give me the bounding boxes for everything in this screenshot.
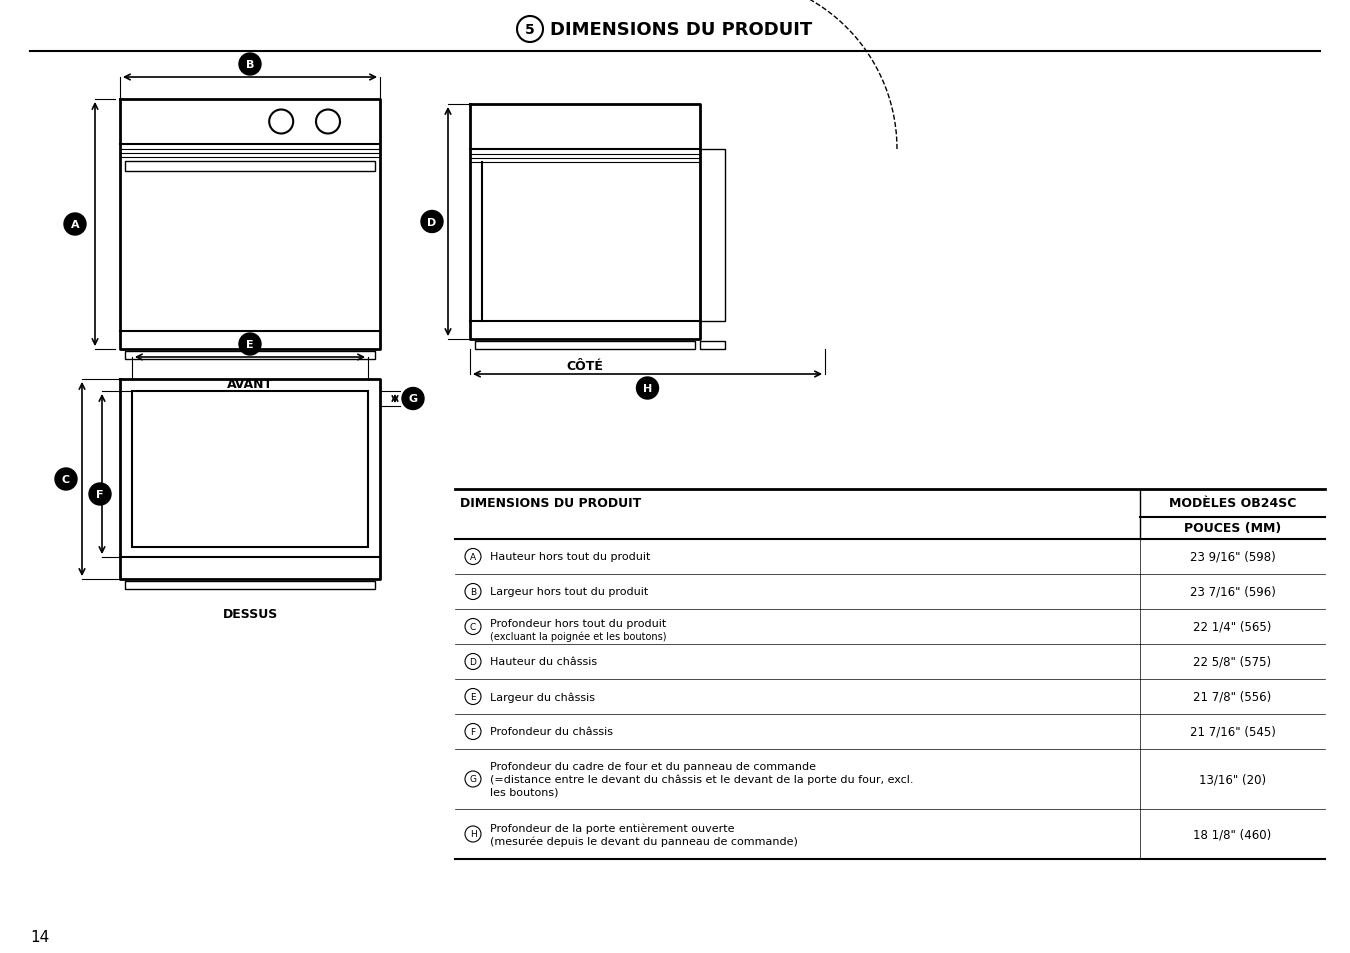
Text: B: B bbox=[470, 587, 477, 597]
Text: Profondeur du châssis: Profondeur du châssis bbox=[490, 727, 613, 737]
Circle shape bbox=[402, 388, 424, 410]
Text: (mesurée depuis le devant du panneau de commande): (mesurée depuis le devant du panneau de … bbox=[490, 836, 798, 846]
Text: (=distance entre le devant du châssis et le devant de la porte du four, excl.: (=distance entre le devant du châssis et… bbox=[490, 774, 914, 784]
Text: POUCES (MM): POUCES (MM) bbox=[1184, 522, 1281, 535]
Text: C: C bbox=[62, 475, 70, 484]
Text: Profondeur de la porte entièrement ouverte: Profondeur de la porte entièrement ouver… bbox=[490, 822, 734, 833]
Text: 5: 5 bbox=[525, 23, 535, 37]
Text: F: F bbox=[96, 490, 104, 499]
Bar bbox=[126, 581, 375, 589]
Circle shape bbox=[239, 54, 261, 76]
Bar bbox=[475, 341, 695, 350]
Text: A: A bbox=[70, 220, 80, 230]
Text: Hauteur du châssis: Hauteur du châssis bbox=[490, 657, 597, 667]
Circle shape bbox=[239, 334, 261, 355]
Text: D: D bbox=[428, 217, 436, 227]
Text: CÔTÉ: CÔTÉ bbox=[567, 359, 603, 373]
Bar bbox=[701, 150, 725, 322]
Text: AVANT: AVANT bbox=[227, 377, 273, 391]
Text: 23 7/16" (596): 23 7/16" (596) bbox=[1189, 585, 1276, 598]
Bar bbox=[126, 162, 375, 172]
Circle shape bbox=[63, 213, 86, 235]
Text: D: D bbox=[470, 658, 477, 666]
Text: B: B bbox=[246, 60, 254, 70]
Text: DIMENSIONS DU PRODUIT: DIMENSIONS DU PRODUIT bbox=[460, 497, 641, 510]
Text: A: A bbox=[470, 553, 477, 561]
Text: 13/16" (20): 13/16" (20) bbox=[1199, 773, 1266, 785]
Text: Largeur du châssis: Largeur du châssis bbox=[490, 692, 595, 702]
Text: MODÈLES OB24SC: MODÈLES OB24SC bbox=[1169, 497, 1296, 510]
Text: Profondeur du cadre de four et du panneau de commande: Profondeur du cadre de four et du pannea… bbox=[490, 761, 815, 771]
Text: 18 1/8" (460): 18 1/8" (460) bbox=[1193, 827, 1272, 841]
Text: 21 7/16" (545): 21 7/16" (545) bbox=[1189, 725, 1276, 739]
Text: Hauteur hors tout du produit: Hauteur hors tout du produit bbox=[490, 552, 651, 562]
Bar bbox=[701, 341, 725, 350]
Text: 23 9/16" (598): 23 9/16" (598) bbox=[1189, 551, 1276, 563]
Text: (excluant la poignée et les boutons): (excluant la poignée et les boutons) bbox=[490, 631, 667, 641]
Text: E: E bbox=[246, 339, 254, 350]
Text: G: G bbox=[470, 775, 477, 783]
Text: G: G bbox=[409, 395, 417, 404]
Text: les boutons): les boutons) bbox=[490, 787, 559, 797]
Text: 22 1/4" (565): 22 1/4" (565) bbox=[1193, 620, 1272, 634]
Circle shape bbox=[421, 212, 443, 233]
Text: C: C bbox=[470, 622, 477, 631]
Text: 22 5/8" (575): 22 5/8" (575) bbox=[1193, 656, 1272, 668]
Text: Largeur hors tout du produit: Largeur hors tout du produit bbox=[490, 587, 648, 597]
Text: Profondeur hors tout du produit: Profondeur hors tout du produit bbox=[490, 618, 667, 629]
Text: E: E bbox=[470, 692, 475, 701]
Circle shape bbox=[55, 469, 77, 491]
Circle shape bbox=[89, 483, 111, 505]
Bar bbox=[132, 392, 369, 547]
Text: H: H bbox=[643, 384, 652, 394]
Bar bbox=[126, 352, 375, 359]
Circle shape bbox=[636, 377, 659, 399]
Text: 14: 14 bbox=[30, 929, 49, 944]
Text: F: F bbox=[470, 727, 475, 737]
Text: DIMENSIONS DU PRODUIT: DIMENSIONS DU PRODUIT bbox=[549, 21, 813, 39]
Text: H: H bbox=[470, 830, 477, 839]
Text: DESSUS: DESSUS bbox=[223, 607, 278, 620]
Text: 21 7/8" (556): 21 7/8" (556) bbox=[1193, 690, 1272, 703]
